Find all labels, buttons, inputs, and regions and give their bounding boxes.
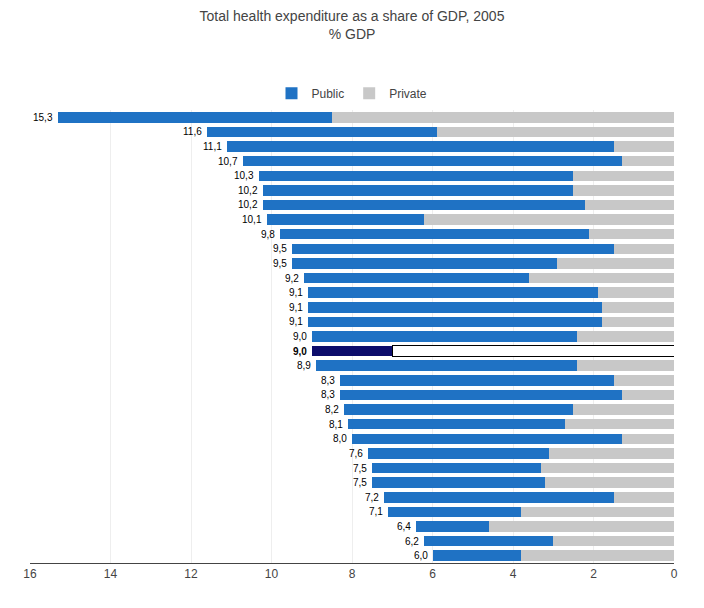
svg-text:9,8: 9,8: [261, 229, 275, 240]
svg-text:7,2: 7,2: [365, 492, 379, 503]
svg-text:7,5: 7,5: [353, 463, 367, 474]
svg-text:9,2: 9,2: [285, 273, 299, 284]
svg-text:11,6: 11,6: [183, 126, 202, 137]
svg-text:9,0: 9,0: [293, 346, 307, 357]
svg-text:8,9: 8,9: [297, 360, 311, 371]
svg-text:9,1: 9,1: [289, 302, 303, 313]
svg-text:6,2: 6,2: [405, 536, 419, 547]
svg-text:Public: Public: [312, 87, 345, 101]
svg-text:Total health expenditure as a: Total health expenditure as a share of G…: [200, 8, 505, 42]
svg-text:7,1: 7,1: [369, 506, 383, 517]
svg-text:10,1: 10,1: [242, 214, 262, 225]
svg-text:9,0: 9,0: [293, 331, 307, 342]
svg-text:6,0: 6,0: [414, 550, 428, 561]
svg-text:8,0: 8,0: [333, 433, 347, 444]
svg-text:0: 0: [671, 567, 678, 581]
svg-text:Private: Private: [389, 87, 427, 101]
svg-text:16: 16: [23, 567, 37, 581]
svg-text:9,1: 9,1: [289, 287, 303, 298]
svg-text:7,5: 7,5: [353, 477, 367, 488]
svg-text:6: 6: [429, 567, 436, 581]
svg-text:8,3: 8,3: [321, 389, 335, 400]
svg-text:9,5: 9,5: [273, 258, 287, 269]
svg-text:8,2: 8,2: [325, 404, 339, 415]
svg-text:2: 2: [590, 567, 597, 581]
svg-text:8,1: 8,1: [329, 419, 343, 430]
svg-text:4: 4: [510, 567, 517, 581]
svg-text:14: 14: [104, 567, 118, 581]
svg-text:9,5: 9,5: [273, 243, 287, 254]
svg-text:9,1: 9,1: [289, 316, 303, 327]
svg-text:10,3: 10,3: [234, 170, 254, 181]
svg-text:10,2: 10,2: [238, 185, 258, 196]
svg-text:8,3: 8,3: [321, 375, 335, 386]
svg-text:12: 12: [184, 567, 198, 581]
svg-text:15,3: 15,3: [33, 112, 53, 123]
svg-text:10: 10: [265, 567, 279, 581]
svg-text:11,1: 11,1: [203, 141, 222, 152]
svg-text:8: 8: [349, 567, 356, 581]
svg-text:10,7: 10,7: [218, 156, 238, 167]
svg-text:7,6: 7,6: [349, 448, 363, 459]
svg-text:6,4: 6,4: [397, 521, 411, 532]
svg-text:10,2: 10,2: [238, 199, 258, 210]
